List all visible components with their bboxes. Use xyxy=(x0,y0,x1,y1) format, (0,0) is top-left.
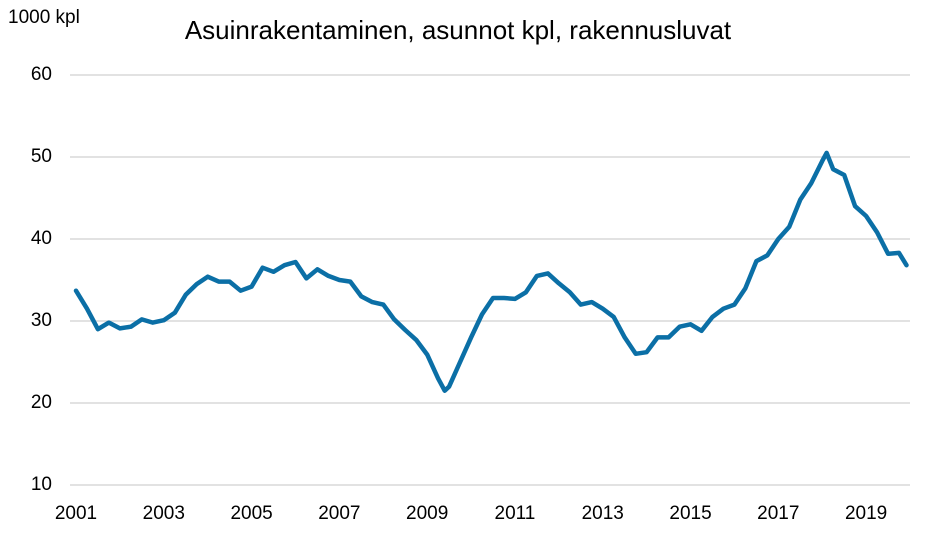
x-tick-label: 2017 xyxy=(757,503,799,524)
y-tick-label: 60 xyxy=(31,64,52,85)
y-tick-label: 40 xyxy=(31,228,52,249)
chart-title: Asuinrakentaminen, asunnot kpl, rakennus… xyxy=(185,15,732,45)
x-tick-label: 2009 xyxy=(406,503,448,524)
data-line xyxy=(73,150,909,393)
x-tick-label: 2007 xyxy=(318,503,360,524)
x-tick-label: 2001 xyxy=(55,503,97,524)
x-tick-label: 2013 xyxy=(582,503,624,524)
x-tick-label: 2015 xyxy=(669,503,711,524)
y-tick-label: 20 xyxy=(31,392,52,413)
y-tick-label: 10 xyxy=(31,474,52,495)
y-axis-label: 1000 kpl xyxy=(8,7,80,28)
y-tick-label: 30 xyxy=(31,310,52,331)
y-tick-label: 50 xyxy=(31,146,52,167)
x-tick-label: 2005 xyxy=(230,503,272,524)
x-tick-label: 2003 xyxy=(143,503,185,524)
x-tick-label: 2019 xyxy=(845,503,887,524)
x-tick-label: 2011 xyxy=(495,503,536,524)
